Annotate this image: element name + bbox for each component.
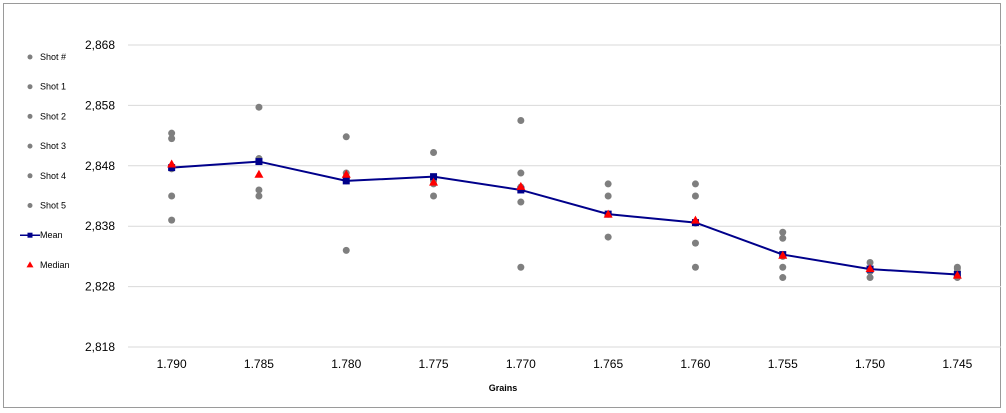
x-tick-label: 1.770 — [506, 357, 536, 371]
y-tick-label: 2,868 — [85, 38, 115, 52]
legend-item: Shot 4 — [27, 171, 66, 181]
median-point — [865, 263, 875, 272]
x-tick-label: 1.780 — [331, 357, 361, 371]
mean-point — [168, 164, 176, 172]
data-point — [866, 258, 874, 266]
legend-item: Shot 5 — [27, 201, 66, 211]
median-point — [429, 177, 439, 186]
data-point — [255, 192, 263, 200]
data-point — [866, 274, 874, 282]
legend-marker — [27, 113, 33, 119]
mean-point — [430, 173, 438, 181]
x-tick-label: 1.750 — [855, 357, 885, 371]
data-point — [342, 246, 350, 254]
mean-point — [255, 158, 263, 166]
x-tick-label: 1.785 — [244, 357, 274, 371]
data-point — [517, 117, 525, 124]
data-point — [779, 228, 787, 236]
legend-marker — [27, 143, 33, 149]
y-tick-label: 2,828 — [85, 280, 115, 294]
x-tick-label: 1.775 — [419, 357, 449, 371]
median-point — [952, 270, 962, 279]
legend-marker — [27, 232, 33, 238]
median-point — [341, 169, 351, 178]
y-tick-label: 2,818 — [85, 340, 115, 354]
median-point — [254, 169, 264, 178]
legend-item: Shot 3 — [27, 141, 66, 151]
mean-point — [342, 177, 350, 185]
legend-item: Mean — [20, 230, 63, 240]
data-point — [168, 135, 176, 143]
series-median — [167, 159, 962, 279]
data-point — [430, 192, 438, 200]
data-point — [168, 216, 176, 224]
legend-item: Median — [26, 260, 70, 270]
data-point — [779, 263, 787, 271]
median-point — [778, 250, 788, 259]
data-point — [342, 133, 350, 141]
chart-frame — [3, 3, 1001, 408]
data-point — [779, 234, 787, 242]
legend-label: Shot 2 — [40, 111, 66, 121]
legend-label: Shot 3 — [40, 141, 66, 151]
median-point — [167, 159, 177, 168]
series-shot-5 — [168, 156, 961, 282]
legend-label: Shot 5 — [40, 201, 66, 211]
data-point — [604, 192, 612, 200]
data-point — [779, 274, 787, 282]
data-point — [691, 263, 699, 271]
median-point — [516, 181, 526, 190]
data-point — [255, 186, 263, 194]
median-point — [603, 209, 613, 218]
y-tick-label: 2,838 — [85, 219, 115, 233]
legend-item: Shot # — [27, 52, 66, 62]
x-tick-label: 1.745 — [942, 357, 972, 371]
series-shot-1 — [168, 103, 961, 271]
legend-label: Shot 1 — [40, 82, 66, 92]
legend-marker — [27, 54, 33, 60]
legend-label: Median — [40, 260, 70, 270]
legend-marker — [27, 203, 33, 208]
data-point — [517, 263, 525, 271]
legend-marker — [26, 261, 34, 268]
data-point — [953, 264, 961, 272]
x-tick-label: 1.790 — [157, 357, 187, 371]
x-axis-title: Grains — [489, 383, 518, 393]
legend-item: Shot 2 — [27, 111, 66, 121]
data-point — [691, 239, 699, 247]
y-tick-label: 2,848 — [85, 159, 115, 173]
median-point — [690, 215, 700, 224]
y-axis-ticks: 2,868 2,858 2,848 2,838 2,828 2,818 — [85, 38, 115, 354]
data-point — [255, 103, 263, 111]
x-tick-label: 1.760 — [680, 357, 710, 371]
legend-marker — [27, 84, 33, 90]
x-tick-label: 1.765 — [593, 357, 623, 371]
mean-point — [517, 186, 525, 194]
data-point — [168, 129, 176, 137]
legend-item: Shot 1 — [27, 82, 66, 92]
x-tick-label: 1.755 — [768, 357, 798, 371]
legend-label: Mean — [40, 230, 63, 240]
series-layer — [167, 103, 962, 282]
data-point — [168, 192, 176, 200]
legend-label: Shot # — [40, 52, 66, 62]
legend-label: Shot 4 — [40, 171, 66, 181]
y-tick-label: 2,858 — [85, 98, 115, 112]
series-shot-2 — [168, 135, 961, 275]
data-point — [430, 149, 438, 157]
data-point — [517, 169, 525, 177]
data-point — [691, 192, 699, 200]
series-line — [171, 160, 958, 276]
data-point — [691, 180, 699, 188]
legend: Shot # Shot 1 Shot 2 Shot 3 Shot 4 Shot 5 Mean… — [20, 52, 70, 270]
legend-marker — [27, 173, 33, 179]
series-mean — [168, 158, 961, 279]
data-point — [604, 233, 612, 241]
data-point — [517, 198, 525, 206]
data-point — [604, 180, 612, 188]
x-axis-ticks: 1.790 1.785 1.780 1.775 1.770 1.765 1.760 1.755… — [157, 357, 973, 371]
